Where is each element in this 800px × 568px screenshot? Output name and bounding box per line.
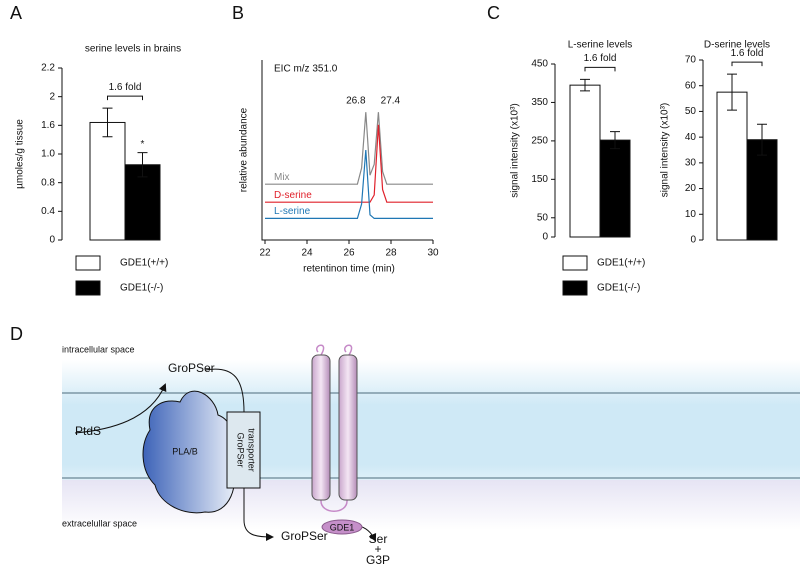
bar: [746, 139, 778, 241]
y-tick-label: 1.6: [41, 120, 55, 131]
y-tick-label: 0: [690, 235, 696, 246]
diagram-label: GroPSer: [236, 432, 246, 467]
error-bar: [757, 123, 767, 156]
panel-label: B: [232, 3, 244, 23]
legend-label: GDE1(+/+): [597, 258, 645, 269]
x-tick-label: 30: [427, 248, 439, 259]
y-tick-label: 50: [537, 212, 549, 223]
annotation: 1.6 fold: [584, 53, 617, 64]
fold-bracket: [107, 95, 143, 101]
bar: [599, 139, 631, 238]
y-tick-label: 60: [685, 80, 697, 91]
y-axis-label: signal intensity (x10³): [660, 103, 671, 197]
x-axis-label: retentinon time (min): [303, 264, 395, 275]
diagram-label: transporter: [247, 428, 257, 472]
panel-label: A: [10, 3, 22, 23]
y-tick-label: 450: [531, 59, 548, 70]
series-label: Mix: [274, 172, 290, 183]
x-tick-label: 26: [343, 248, 355, 259]
error-bar: [610, 131, 620, 150]
y-tick-label: 1.0: [41, 149, 55, 160]
line: [265, 124, 433, 203]
protein-loop: [316, 344, 353, 512]
diagram-label: GroPSer: [168, 361, 215, 375]
helix: [338, 354, 358, 501]
y-axis-label: relative abundance: [239, 107, 250, 192]
y-axis-label: µmoles/g tissue: [15, 119, 26, 189]
gde1-domain: [321, 519, 363, 535]
diagram: [62, 344, 800, 542]
y-tick-label: 0: [542, 232, 548, 243]
diagram-label: GroPSer: [281, 529, 328, 543]
y-axis-label: signal intensity (x10³): [510, 103, 521, 197]
diagram-label: G3P: [366, 553, 390, 567]
helix: [311, 354, 331, 501]
diagram-label: intracellular space: [62, 344, 135, 354]
annotation: *: [141, 139, 145, 150]
arrow: [74, 383, 167, 434]
legend-label: GDE1(+/+): [120, 258, 168, 269]
error-bar: [580, 78, 590, 92]
y-tick-label: 0: [49, 235, 55, 246]
error-bar: [727, 73, 737, 111]
annotation: 1.6 fold: [731, 48, 764, 59]
series-label: D-serine: [274, 190, 312, 201]
y-tick-label: 10: [685, 209, 697, 220]
fold-bracket: [584, 66, 616, 72]
arrow: [243, 488, 274, 541]
y-tick-label: 70: [685, 55, 697, 66]
legend-swatch: [562, 280, 588, 296]
peak-label: 26.8: [346, 96, 366, 107]
error-bar: [137, 152, 148, 178]
diagram-label: Ser: [369, 532, 388, 546]
bar: [716, 91, 748, 241]
x-tick-label: 22: [259, 248, 271, 259]
y-tick-label: 0.4: [41, 206, 55, 217]
panel-label: C: [487, 3, 500, 23]
diagram-label: extracelullar space: [62, 518, 137, 528]
diagram-label: GDE1: [330, 522, 355, 532]
x-tick-label: 24: [301, 248, 313, 259]
annotation: 1.6 fold: [109, 82, 142, 93]
arrow: [204, 368, 245, 413]
legend-swatch: [75, 255, 101, 271]
bar: [89, 121, 126, 241]
diagram-label: +: [374, 542, 381, 556]
y-tick-label: 50: [685, 106, 697, 117]
y-tick-label: 2.2: [41, 63, 55, 74]
line: [265, 149, 433, 219]
peak-label: 27.4: [381, 96, 401, 107]
chart-title: L-serine levels: [568, 40, 632, 51]
y-tick-label: 30: [685, 157, 697, 168]
y-tick-label: 350: [531, 97, 548, 108]
bar: [569, 84, 601, 238]
y-tick-label: 2: [49, 91, 55, 102]
diagram-label: PtdS: [75, 424, 101, 438]
chart-title: D-serine levels: [704, 40, 770, 51]
y-tick-label: 0.8: [41, 177, 55, 188]
legend-label: GDE1(-/-): [597, 283, 640, 294]
annotation: EIC m/z 351.0: [274, 64, 338, 75]
x-tick-label: 28: [385, 248, 397, 259]
series-label: L-serine: [274, 206, 311, 217]
line: [265, 112, 433, 185]
panel-label: D: [10, 324, 23, 344]
y-tick-label: 40: [685, 132, 697, 143]
legend-label: GDE1(-/-): [120, 283, 163, 294]
axes: [261, 60, 433, 241]
legend-swatch: [562, 255, 588, 271]
chart-title: serine levels in brains: [85, 44, 181, 55]
y-tick-label: 150: [531, 174, 548, 185]
legend-swatch: [75, 280, 101, 296]
diagram-label: PLA/B: [172, 446, 198, 456]
y-tick-label: 250: [531, 136, 548, 147]
error-bar: [102, 107, 113, 138]
transporter: [226, 411, 261, 489]
fold-bracket: [731, 61, 763, 67]
y-tick-label: 20: [685, 183, 697, 194]
